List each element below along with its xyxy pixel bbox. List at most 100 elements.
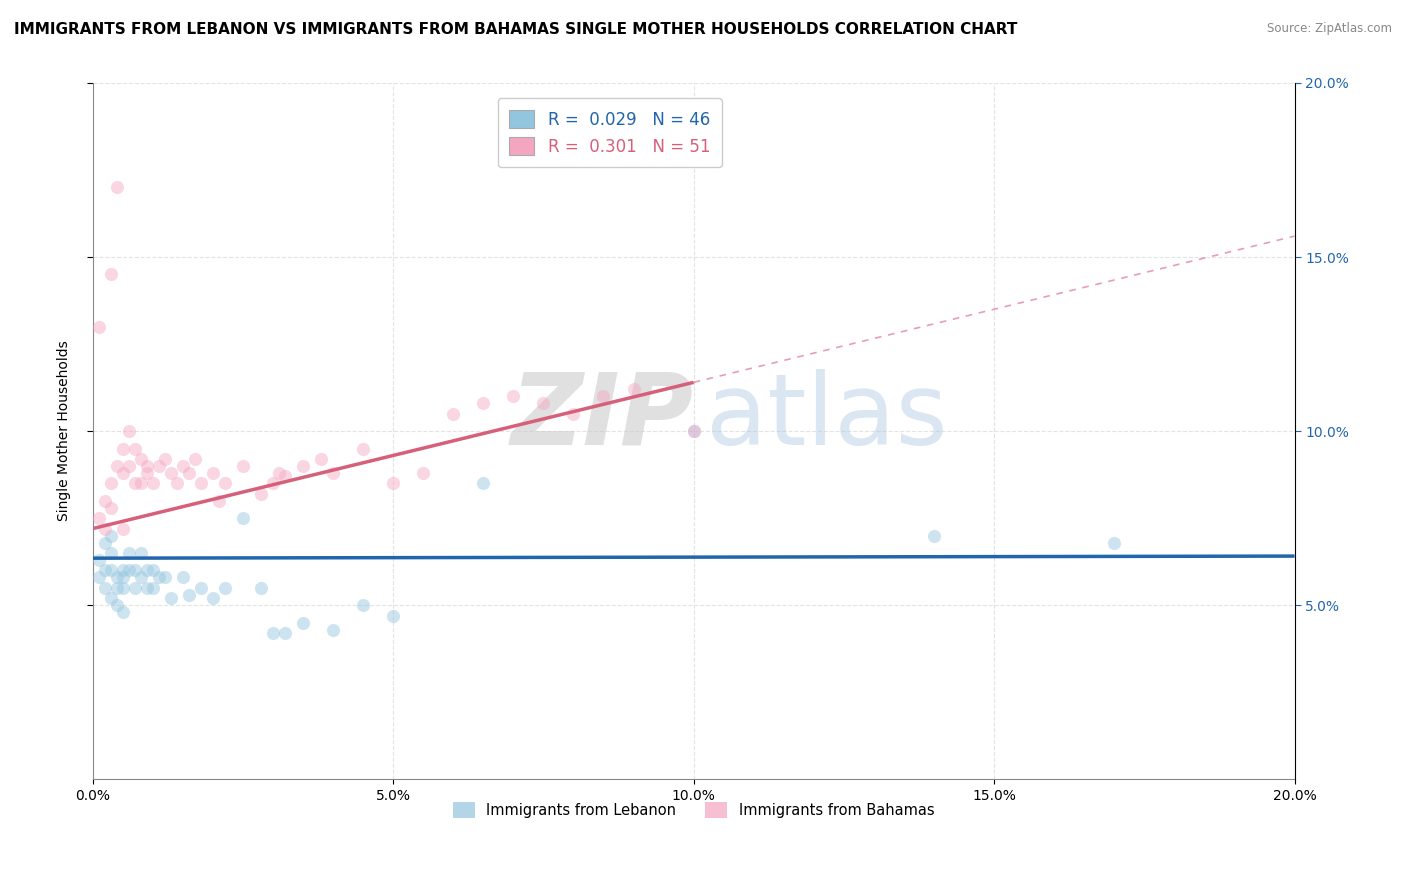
Point (135, 563, 157, 577)
Point (124, 581, 146, 595)
Point (166, 476, 188, 491)
Point (105, 570, 128, 584)
Point (153, 570, 176, 584)
Point (142, 563, 165, 577)
Point (201, 466, 224, 480)
Point (262, 626, 284, 640)
Point (93, 581, 115, 595)
Point (184, 452, 207, 467)
Point (190, 476, 212, 491)
Point (352, 598, 374, 612)
Point (105, 458, 128, 473)
Point (87, 319, 110, 334)
Point (531, 396, 554, 410)
Point (93, 563, 115, 577)
Point (124, 563, 146, 577)
Point (111, 442, 134, 456)
Point (87, 553, 110, 567)
Text: atlas: atlas (706, 368, 948, 466)
Point (267, 466, 290, 480)
Point (100, 591, 122, 606)
Point (352, 442, 374, 456)
Point (292, 458, 315, 473)
Point (250, 487, 273, 501)
Point (105, 598, 128, 612)
Point (274, 469, 297, 483)
Point (100, 500, 122, 515)
Point (111, 466, 134, 480)
Point (100, 476, 122, 491)
Point (322, 623, 344, 637)
Point (118, 458, 141, 473)
Point (292, 615, 315, 630)
Point (412, 466, 434, 480)
Point (93, 493, 115, 508)
Point (177, 588, 200, 602)
Point (201, 591, 224, 606)
Point (232, 511, 254, 525)
Point (441, 407, 464, 421)
Point (124, 442, 146, 456)
Point (1104, 535, 1126, 549)
Point (322, 466, 344, 480)
Text: ZIP: ZIP (510, 368, 693, 466)
Point (177, 466, 200, 480)
Point (87, 511, 110, 525)
Point (262, 476, 284, 491)
Point (159, 466, 181, 480)
Point (208, 493, 231, 508)
Point (129, 570, 152, 584)
Point (274, 626, 297, 640)
Point (190, 581, 212, 595)
Point (93, 522, 115, 536)
Point (142, 581, 165, 595)
Point (682, 424, 704, 438)
Point (111, 570, 134, 584)
Point (135, 466, 157, 480)
Point (93, 535, 115, 549)
Legend: Immigrants from Lebanon, Immigrants from Bahamas: Immigrants from Lebanon, Immigrants from… (447, 797, 941, 824)
Point (100, 546, 122, 560)
Point (562, 407, 585, 421)
Point (250, 581, 273, 595)
Point (118, 424, 141, 438)
Point (100, 268, 122, 282)
Point (172, 458, 194, 473)
Point (623, 382, 645, 396)
Point (118, 563, 141, 577)
Point (129, 476, 152, 491)
Point (135, 458, 157, 473)
Point (129, 546, 152, 560)
Point (309, 452, 332, 467)
Point (592, 389, 614, 403)
Point (682, 424, 704, 438)
Point (135, 581, 157, 595)
Y-axis label: Single Mother Households: Single Mother Households (58, 341, 72, 522)
Point (172, 570, 194, 584)
Point (148, 570, 170, 584)
Point (100, 528, 122, 542)
Point (129, 452, 152, 467)
Point (124, 476, 146, 491)
Point (922, 528, 945, 542)
Text: Source: ZipAtlas.com: Source: ZipAtlas.com (1267, 22, 1392, 36)
Point (159, 591, 181, 606)
Point (153, 452, 176, 467)
Point (87, 570, 110, 584)
Point (502, 389, 524, 403)
Point (382, 608, 405, 623)
Point (118, 546, 141, 560)
Point (382, 476, 405, 491)
Point (111, 522, 134, 536)
Point (214, 581, 236, 595)
Point (142, 476, 165, 491)
Point (111, 605, 134, 619)
Text: IMMIGRANTS FROM LEBANON VS IMMIGRANTS FROM BAHAMAS SINGLE MOTHER HOUSEHOLDS CORR: IMMIGRANTS FROM LEBANON VS IMMIGRANTS FR… (14, 22, 1018, 37)
Point (100, 563, 122, 577)
Point (232, 458, 254, 473)
Point (105, 180, 128, 194)
Point (472, 396, 495, 410)
Point (111, 581, 134, 595)
Point (472, 476, 495, 491)
Point (111, 563, 134, 577)
